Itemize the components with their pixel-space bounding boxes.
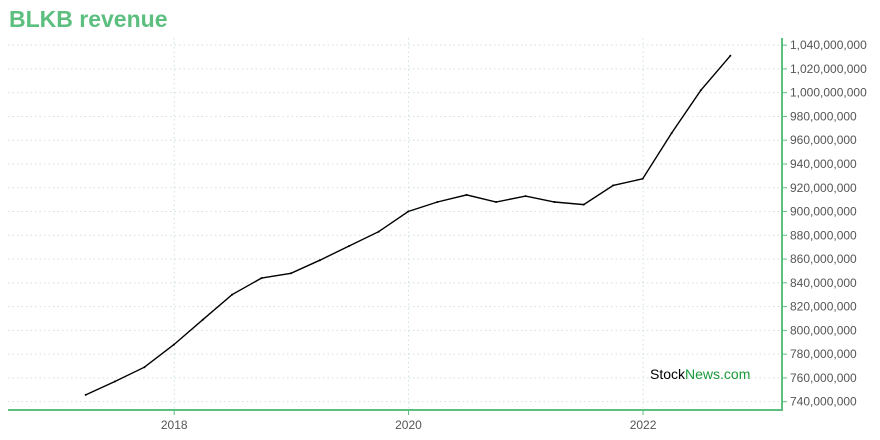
data-point — [377, 230, 380, 233]
y-tick-label: 960,000,000 — [790, 133, 857, 147]
grid-lines — [8, 38, 782, 410]
data-point — [582, 203, 585, 206]
y-tick-label: 980,000,000 — [790, 109, 857, 123]
data-point — [84, 393, 87, 396]
data-point — [612, 184, 615, 187]
y-tick-label: 1,000,000,000 — [790, 86, 867, 100]
watermark-stock: Stock — [650, 366, 686, 382]
y-tick-label: 1,040,000,000 — [790, 38, 867, 52]
x-tick-label: 2018 — [161, 418, 188, 432]
x-axis-labels: 2018 2020 2022 — [161, 410, 657, 432]
data-point — [407, 210, 410, 213]
y-tick-label: 740,000,000 — [790, 395, 857, 409]
x-tick-label: 2022 — [630, 418, 657, 432]
data-point — [348, 245, 351, 247]
y-tick-label: 780,000,000 — [790, 347, 857, 361]
data-point — [699, 89, 702, 92]
y-tick-label: 840,000,000 — [790, 276, 857, 290]
watermark-news: News.com — [685, 366, 751, 382]
y-axis-labels: 740,000,000 760,000,000 780,000,000 800,000… — [782, 38, 867, 409]
y-tick-label: 940,000,000 — [790, 157, 857, 171]
y-tick-label: 760,000,000 — [790, 371, 857, 385]
chart-title: BLKB revenue — [9, 6, 168, 32]
data-point — [436, 201, 439, 203]
data-point — [290, 272, 292, 275]
data-point — [670, 132, 673, 135]
data-point — [113, 380, 116, 383]
y-tick-label: 900,000,000 — [790, 205, 857, 219]
data-point — [729, 54, 732, 57]
watermark: StockNews.com — [650, 366, 750, 382]
data-points — [84, 54, 732, 396]
data-point — [318, 259, 321, 262]
data-point — [260, 277, 263, 280]
data-point — [495, 201, 498, 203]
data-point — [201, 318, 204, 321]
data-point — [641, 177, 644, 180]
y-tick-label: 860,000,000 — [790, 252, 857, 266]
y-tick-label: 800,000,000 — [790, 323, 857, 337]
y-tick-label: 880,000,000 — [790, 228, 857, 242]
y-tick-label: 820,000,000 — [790, 300, 857, 314]
x-tick-label: 2020 — [395, 418, 422, 432]
data-point — [465, 193, 468, 196]
data-point — [524, 195, 527, 198]
y-tick-label: 920,000,000 — [790, 181, 857, 195]
y-tick-label: 1,020,000,000 — [790, 62, 867, 76]
data-point — [231, 293, 233, 296]
data-point — [143, 366, 146, 369]
data-point — [553, 201, 556, 203]
data-point — [172, 343, 175, 346]
